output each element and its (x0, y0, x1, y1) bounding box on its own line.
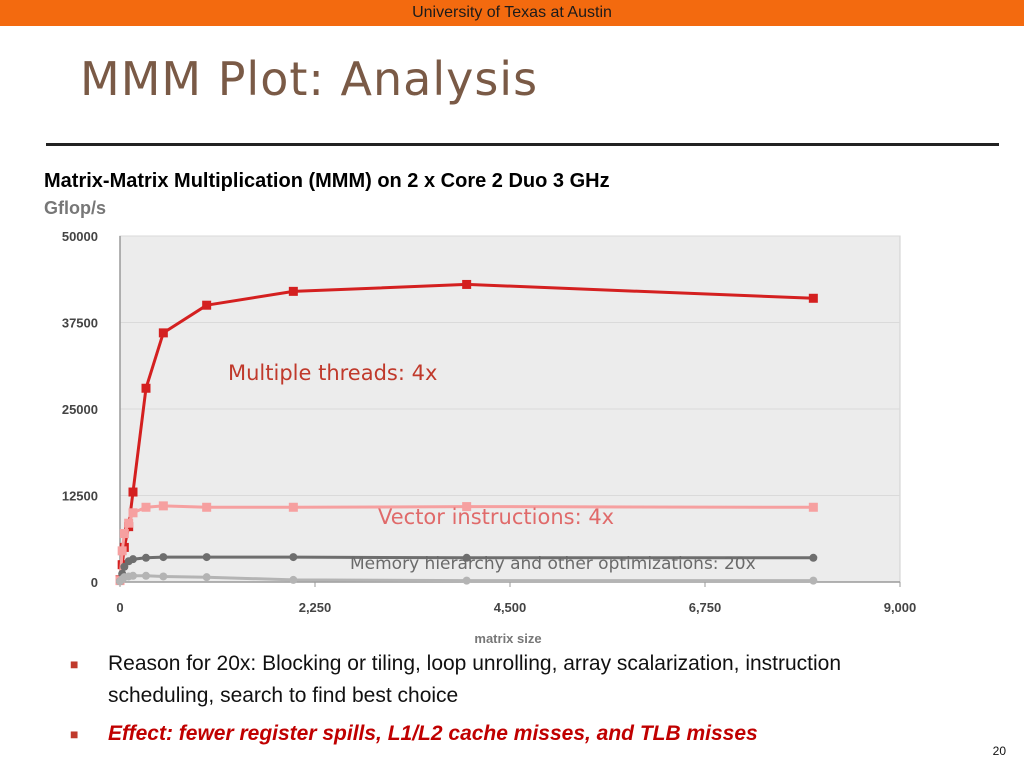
data-point (202, 300, 212, 310)
chart-y-label: Gflop/s (44, 198, 106, 218)
bullet-list: ■ Reason for 20x: Blocking or tiling, lo… (70, 648, 930, 756)
data-point (159, 553, 168, 562)
x-tick-label: 2,250 (299, 600, 332, 615)
data-point (124, 518, 134, 528)
data-point (142, 553, 150, 562)
title-divider (46, 143, 999, 146)
data-point (202, 573, 211, 582)
x-axis-label: matrix size (474, 631, 541, 646)
data-point (158, 501, 168, 511)
data-point (808, 293, 818, 303)
data-point (462, 553, 471, 562)
data-point (202, 502, 212, 512)
bullet-text: Effect: fewer register spills, L1/L2 cac… (108, 722, 758, 745)
bullet-text: Reason for 20x: Blocking or tiling, loop… (108, 652, 842, 707)
chart-title: Matrix-Matrix Multiplication (MMM) on 2 … (44, 170, 610, 192)
data-point (202, 553, 211, 562)
data-point (120, 562, 129, 571)
x-tick-label: 4,500 (494, 600, 527, 615)
data-point (462, 502, 472, 512)
y-tick-label: 0 (91, 575, 98, 590)
data-point (809, 553, 818, 562)
data-point (129, 555, 137, 564)
y-tick-label: 12500 (62, 489, 98, 504)
x-tick-label: 6,750 (689, 600, 722, 615)
slide-number: 20 (992, 744, 1006, 758)
data-point (158, 328, 168, 338)
data-point (141, 383, 151, 393)
bullet-square-icon: ■ (70, 656, 79, 672)
bullet-item: ■ Reason for 20x: Blocking or tiling, lo… (70, 648, 930, 712)
university-header-bar: University of Texas at Austin (0, 0, 1024, 26)
data-point (288, 502, 298, 512)
data-point (128, 487, 138, 497)
data-point (128, 508, 138, 518)
data-point (462, 576, 471, 585)
bullet-item-emphasis: ■ Effect: fewer register spills, L1/L2 c… (70, 718, 930, 750)
bullet-square-icon: ■ (70, 726, 79, 742)
x-tick-label: 0 (116, 600, 123, 615)
data-point (159, 572, 168, 581)
y-tick-label: 37500 (62, 316, 98, 331)
slide-title: MMM Plot: Analysis (80, 52, 539, 106)
data-point (462, 279, 472, 289)
data-point (289, 575, 298, 584)
data-point (129, 571, 137, 580)
data-point (289, 553, 298, 562)
university-name: University of Texas at Austin (412, 4, 612, 21)
data-point (141, 502, 151, 512)
chart-annotation: Memory hierarchy and other optimizations… (350, 554, 756, 574)
x-tick-label: 9,000 (884, 600, 917, 615)
chart-annotation: Multiple threads: 4x (228, 361, 437, 385)
data-point (119, 529, 129, 539)
data-point (142, 571, 150, 580)
y-tick-label: 50000 (62, 229, 98, 244)
y-tick-label: 25000 (62, 402, 98, 417)
data-point (117, 546, 127, 556)
data-point (808, 502, 818, 512)
data-point (809, 576, 818, 585)
mmm-line-chart: 0 12500 25000 37500 50000 0 2,250 4,500 6,750 9,0… (62, 229, 917, 646)
data-point (288, 286, 298, 296)
chart-annotation: Vector instructions: 4x (378, 505, 614, 529)
